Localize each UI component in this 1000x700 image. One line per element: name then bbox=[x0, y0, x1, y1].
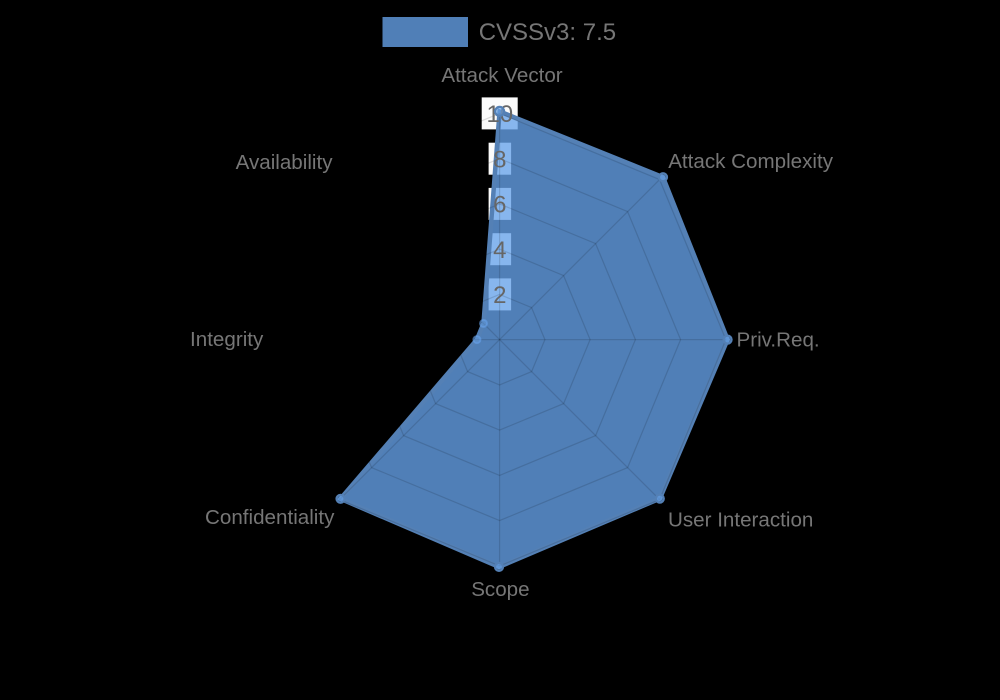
svg-text:User Interaction: User Interaction bbox=[668, 509, 813, 532]
svg-text:Priv.Req.: Priv.Req. bbox=[737, 329, 820, 352]
svg-text:4: 4 bbox=[493, 237, 506, 264]
svg-text:Integrity: Integrity bbox=[190, 328, 264, 351]
svg-text:6: 6 bbox=[493, 192, 506, 219]
svg-text:8: 8 bbox=[493, 146, 506, 173]
svg-text:2: 2 bbox=[493, 282, 506, 309]
svg-text:Confidentiality: Confidentiality bbox=[205, 506, 335, 529]
svg-text:Attack Complexity: Attack Complexity bbox=[668, 150, 834, 173]
svg-text:Availability: Availability bbox=[236, 151, 334, 174]
svg-text:CVSSv3: 7.5: CVSSv3: 7.5 bbox=[479, 19, 616, 46]
svg-text:Scope: Scope bbox=[471, 578, 529, 601]
svg-text:Attack Vector: Attack Vector bbox=[441, 64, 562, 87]
